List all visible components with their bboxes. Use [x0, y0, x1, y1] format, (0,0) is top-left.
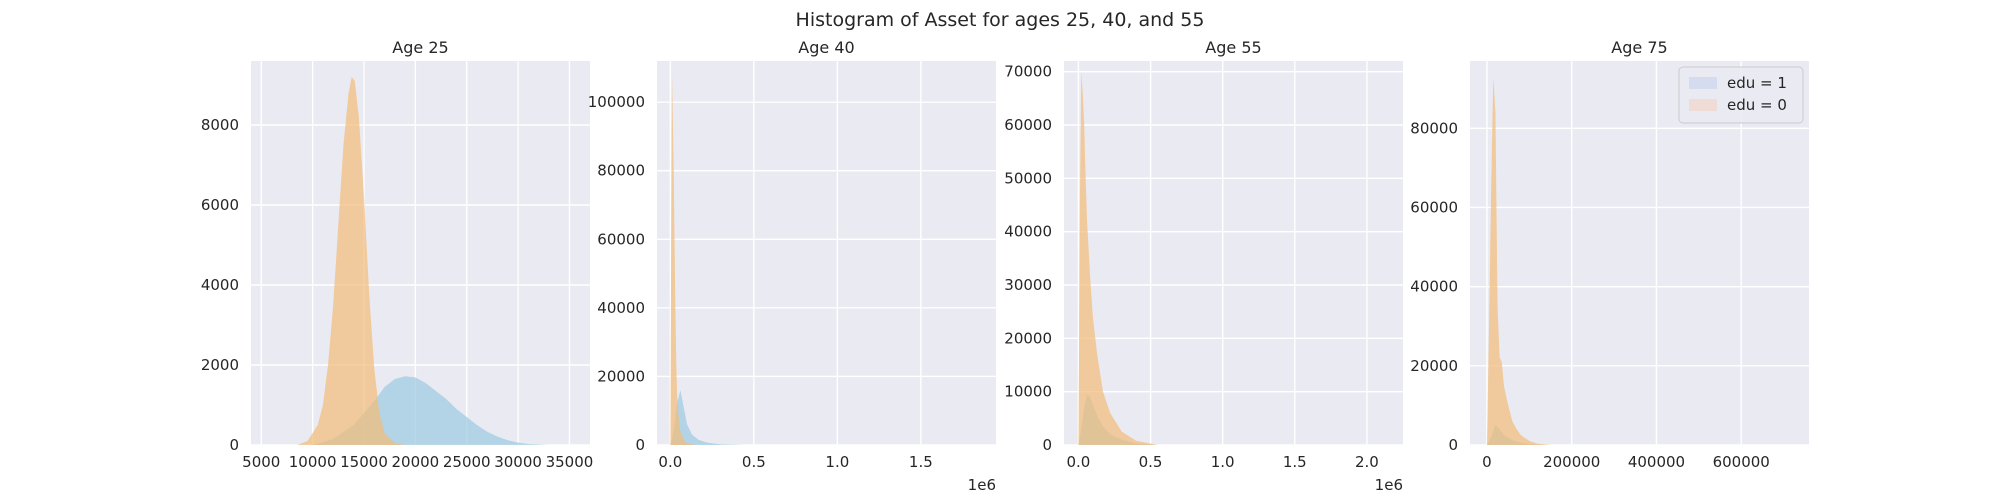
y-tick-label: 10000 — [1004, 383, 1052, 401]
y-tick-label: 2000 — [201, 356, 239, 374]
panel-2: Age 40 0.0 0.5 1.0 1.5 0 20000 40000 60000 80000 1… — [588, 38, 996, 494]
y-tick-label: 40000 — [1004, 223, 1052, 241]
y-tick-label: 80000 — [1410, 119, 1458, 137]
x-tick-label: 600000 — [1713, 453, 1770, 471]
histogram-edu-0 — [1078, 71, 1158, 445]
x-tick-label: 15000 — [340, 453, 388, 471]
y-tick-label: 100000 — [588, 93, 645, 111]
y-tick-label: 60000 — [597, 230, 645, 248]
x-offset-label: 1e6 — [968, 476, 996, 494]
x-tick-label: 1.5 — [1283, 453, 1307, 471]
y-tick-label: 0 — [635, 436, 645, 454]
x-tick-label: 20000 — [392, 453, 440, 471]
figure-title: Histogram of Asset for ages 25, 40, and … — [796, 9, 1205, 31]
y-tick-label: 0 — [1042, 436, 1052, 454]
x-tick-label: 1.0 — [825, 453, 849, 471]
y-tick-label: 8000 — [201, 116, 239, 134]
x-tick-label: 1.5 — [909, 453, 933, 471]
y-tick-label: 20000 — [597, 367, 645, 385]
legend-swatch — [1689, 99, 1717, 111]
x-tick-label: 5000 — [242, 453, 280, 471]
legend-label: edu = 0 — [1727, 96, 1787, 114]
y-tick-label: 6000 — [201, 196, 239, 214]
y-tick-label: 40000 — [1410, 278, 1458, 296]
y-tick-label: 0 — [229, 436, 239, 454]
y-tick-label: 0 — [1448, 436, 1458, 454]
plot-area — [1470, 61, 1809, 445]
x-offset-label: 1e6 — [1375, 476, 1403, 494]
panel-4: Age 75 0 200000 400000 600000 0 20000 40000 6000… — [1410, 38, 1809, 471]
panel-title: Age 55 — [1205, 38, 1261, 57]
x-tick-label: 400000 — [1628, 453, 1685, 471]
y-tick-label: 80000 — [597, 162, 645, 180]
panel-title: Age 75 — [1611, 38, 1667, 57]
x-tick-label: 30000 — [494, 453, 542, 471]
y-tick-label: 40000 — [597, 299, 645, 317]
histogram-edu-0 — [297, 77, 406, 445]
legend-swatch — [1689, 77, 1717, 89]
legend: edu = 1 edu = 0 — [1678, 66, 1804, 124]
y-tick-label: 70000 — [1004, 63, 1052, 81]
series-group — [297, 77, 549, 445]
histogram-edu-0 — [1486, 76, 1551, 445]
x-tick-label: 0.5 — [1139, 453, 1163, 471]
y-tick-label: 4000 — [201, 276, 239, 294]
x-tick-label: 2.0 — [1355, 453, 1379, 471]
x-tick-label: 25000 — [443, 453, 491, 471]
x-tick-label: 0.0 — [658, 453, 682, 471]
x-tick-label: 35000 — [546, 453, 594, 471]
plot-area — [657, 61, 996, 445]
y-tick-label: 60000 — [1004, 116, 1052, 134]
panel-3: Age 55 0.0 0.5 1.0 1.5 2.0 0 10000 20000 30000 400… — [1004, 38, 1403, 494]
x-tick-label: 0 — [1482, 453, 1492, 471]
y-tick-label: 30000 — [1004, 276, 1052, 294]
panel-title: Age 40 — [798, 38, 854, 57]
series-group — [1486, 76, 1551, 445]
histogram-edu-1 — [670, 390, 746, 445]
series-group — [670, 74, 746, 445]
y-tick-label: 20000 — [1004, 329, 1052, 347]
legend-label: edu = 1 — [1727, 74, 1787, 92]
panel-title: Age 25 — [392, 38, 448, 57]
x-tick-label: 10000 — [289, 453, 337, 471]
plot-area — [1064, 61, 1403, 445]
x-tick-label: 0.0 — [1066, 453, 1090, 471]
x-tick-label: 0.5 — [742, 453, 766, 471]
series-group — [1078, 71, 1158, 445]
histogram-edu-0 — [670, 74, 696, 445]
y-tick-label: 50000 — [1004, 169, 1052, 187]
y-tick-label: 20000 — [1410, 357, 1458, 375]
x-tick-label: 200000 — [1543, 453, 1600, 471]
x-tick-label: 1.0 — [1211, 453, 1235, 471]
y-tick-label: 60000 — [1410, 198, 1458, 216]
